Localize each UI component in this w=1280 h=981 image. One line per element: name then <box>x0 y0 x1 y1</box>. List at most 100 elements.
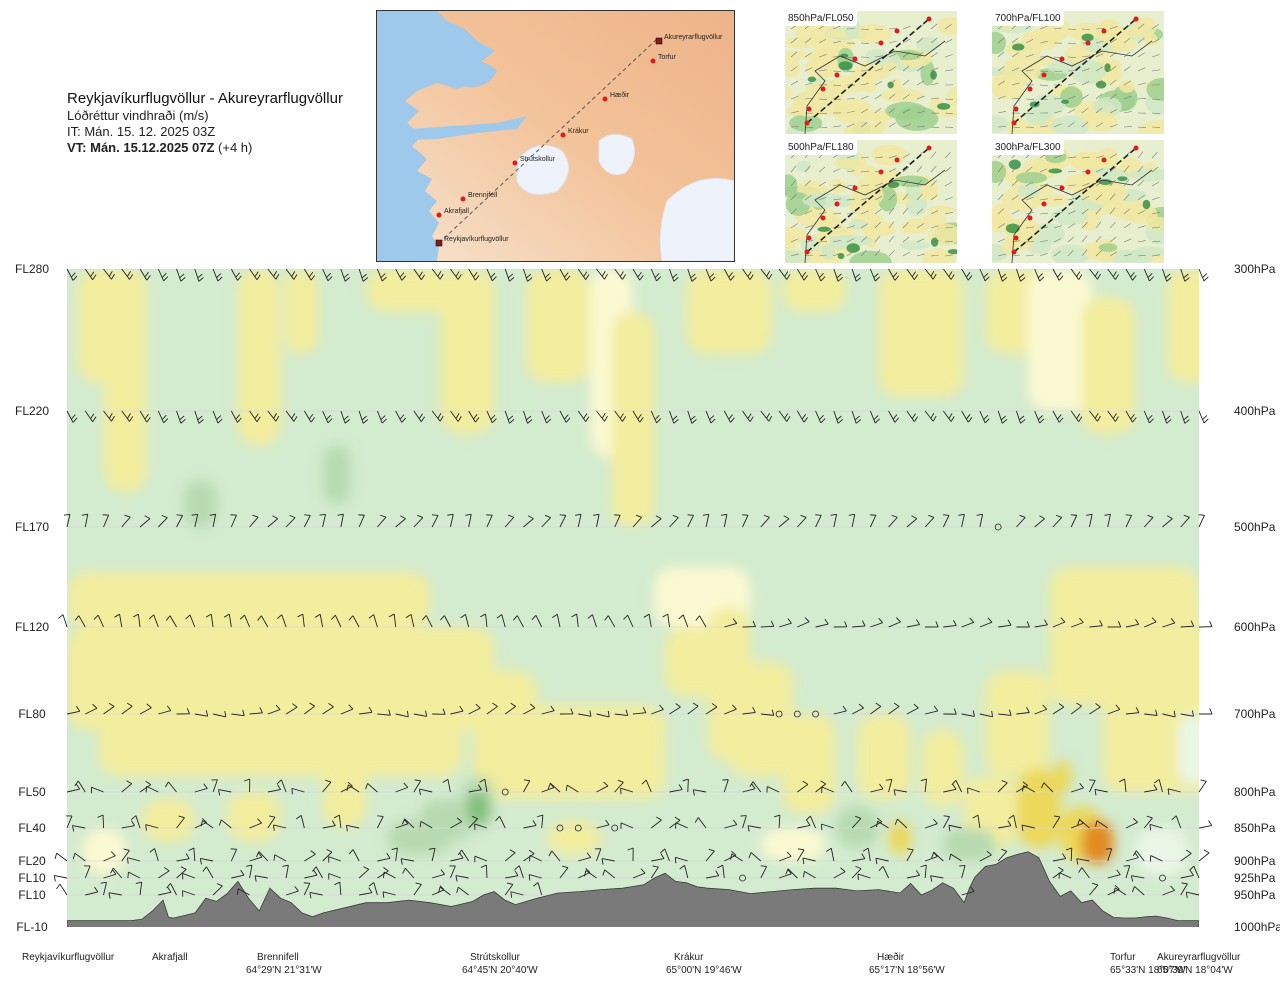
wind-barb <box>465 513 472 528</box>
y-axis-flight-levels: FL280 FL220 FL170 FL120 FL80 FL50 FL40 FL20 FL10… <box>15 262 49 934</box>
wind-barb <box>760 620 775 628</box>
waypoint-marker <box>650 58 656 64</box>
wind-barb <box>135 881 143 896</box>
wind-barbs <box>53 268 1213 899</box>
field-blob <box>802 192 847 208</box>
wind-barb <box>869 268 880 282</box>
plot-area <box>67 269 1199 927</box>
field-contour <box>99 714 463 777</box>
waypoint-marker <box>834 72 840 78</box>
wind-barb <box>778 515 790 528</box>
mini-barb <box>916 51 924 58</box>
wind-barb <box>358 514 365 528</box>
mini-barb <box>997 95 1006 100</box>
mini-barb <box>804 126 813 129</box>
mini-barb <box>1011 67 1020 72</box>
wind-barb <box>513 615 524 628</box>
mini-barb <box>1109 65 1117 72</box>
wind-barb <box>267 704 281 715</box>
valid-time-label: VT: Mán. 15.12.2025 07Z <box>67 140 215 155</box>
mini-barb <box>846 123 855 128</box>
mini-barb <box>1011 180 1018 187</box>
waypoint-marker <box>1041 72 1047 78</box>
mini-map-graphic <box>992 16 1164 134</box>
waypoint-marker <box>878 169 884 175</box>
field-blob <box>882 61 898 73</box>
wind-barb <box>103 410 115 422</box>
mini-barb <box>1151 39 1160 44</box>
wind-barb <box>596 410 608 422</box>
wind-barb <box>358 866 370 879</box>
wind-barb <box>614 410 627 422</box>
wind-barb <box>108 892 122 899</box>
field-blob <box>1048 168 1063 174</box>
wind-barb <box>504 268 515 282</box>
mini-barb <box>790 165 797 173</box>
mini-barb <box>944 254 953 257</box>
wind-barb <box>651 704 664 715</box>
field-blob <box>1005 223 1020 234</box>
wind-barb <box>1189 865 1200 879</box>
wind-barb <box>365 783 378 793</box>
mini-barb <box>790 253 799 257</box>
wind-barb <box>376 268 387 282</box>
wind-barb <box>851 865 862 879</box>
coastline <box>1011 40 1153 134</box>
wind-barb <box>1015 268 1026 282</box>
wind-barb <box>959 865 966 879</box>
mini-barb <box>888 122 896 128</box>
wind-barb <box>121 820 135 829</box>
wind-barb <box>1162 268 1172 282</box>
wind-barb <box>1015 410 1026 424</box>
wind-barb <box>97 814 104 829</box>
mini-barb <box>916 65 924 72</box>
wind-barb <box>231 869 245 879</box>
wind-barb <box>303 882 311 896</box>
issue-time: IT: Mán. 15. 12. 2025 03Z <box>67 124 216 139</box>
wind-barb <box>602 869 616 879</box>
mini-barb <box>790 51 798 58</box>
wind-barb <box>81 513 89 528</box>
wind-barb <box>110 867 123 879</box>
x-location-coord: 65°39'N 18°04'W <box>1157 965 1233 976</box>
wind-barb <box>578 710 592 717</box>
mini-barb <box>930 225 939 229</box>
wind-barb <box>239 614 250 628</box>
wind-barb <box>1149 855 1163 862</box>
field-blob <box>1104 63 1111 73</box>
wind-barb <box>695 615 707 628</box>
wind-barb <box>188 847 196 862</box>
wind-barb <box>285 268 298 280</box>
field-blob <box>846 243 860 253</box>
wind-barb <box>1052 866 1064 879</box>
mini-barb <box>916 95 925 100</box>
waypoint-marker <box>1085 169 1091 175</box>
field-blob <box>849 250 892 263</box>
wind-barb <box>720 513 728 528</box>
wind-barb <box>496 614 506 628</box>
field-blob <box>796 160 811 172</box>
field-contour <box>857 714 911 800</box>
field-blob <box>1098 179 1113 186</box>
field-blob <box>785 57 800 78</box>
wind-barb <box>523 779 531 793</box>
wind-barb <box>565 784 579 793</box>
wind-barb <box>322 703 334 715</box>
field-blob <box>821 243 835 260</box>
mini-barb <box>832 125 841 128</box>
mini-barb <box>874 195 883 201</box>
wind-barb <box>614 514 621 528</box>
mini-barb <box>1095 181 1103 187</box>
mini-barb <box>818 254 827 257</box>
mini-barb <box>1067 83 1076 86</box>
mini-barb <box>860 108 869 114</box>
wind-barb <box>314 613 324 628</box>
mini-barb <box>1067 95 1076 100</box>
mini-barb <box>902 207 909 215</box>
wind-barb <box>249 852 263 862</box>
waypoint-marker <box>852 185 858 191</box>
waypoint-marker <box>1041 201 1047 207</box>
waypoint-marker <box>1059 56 1065 62</box>
mini-barb <box>1081 68 1090 72</box>
wind-barb <box>358 268 369 282</box>
